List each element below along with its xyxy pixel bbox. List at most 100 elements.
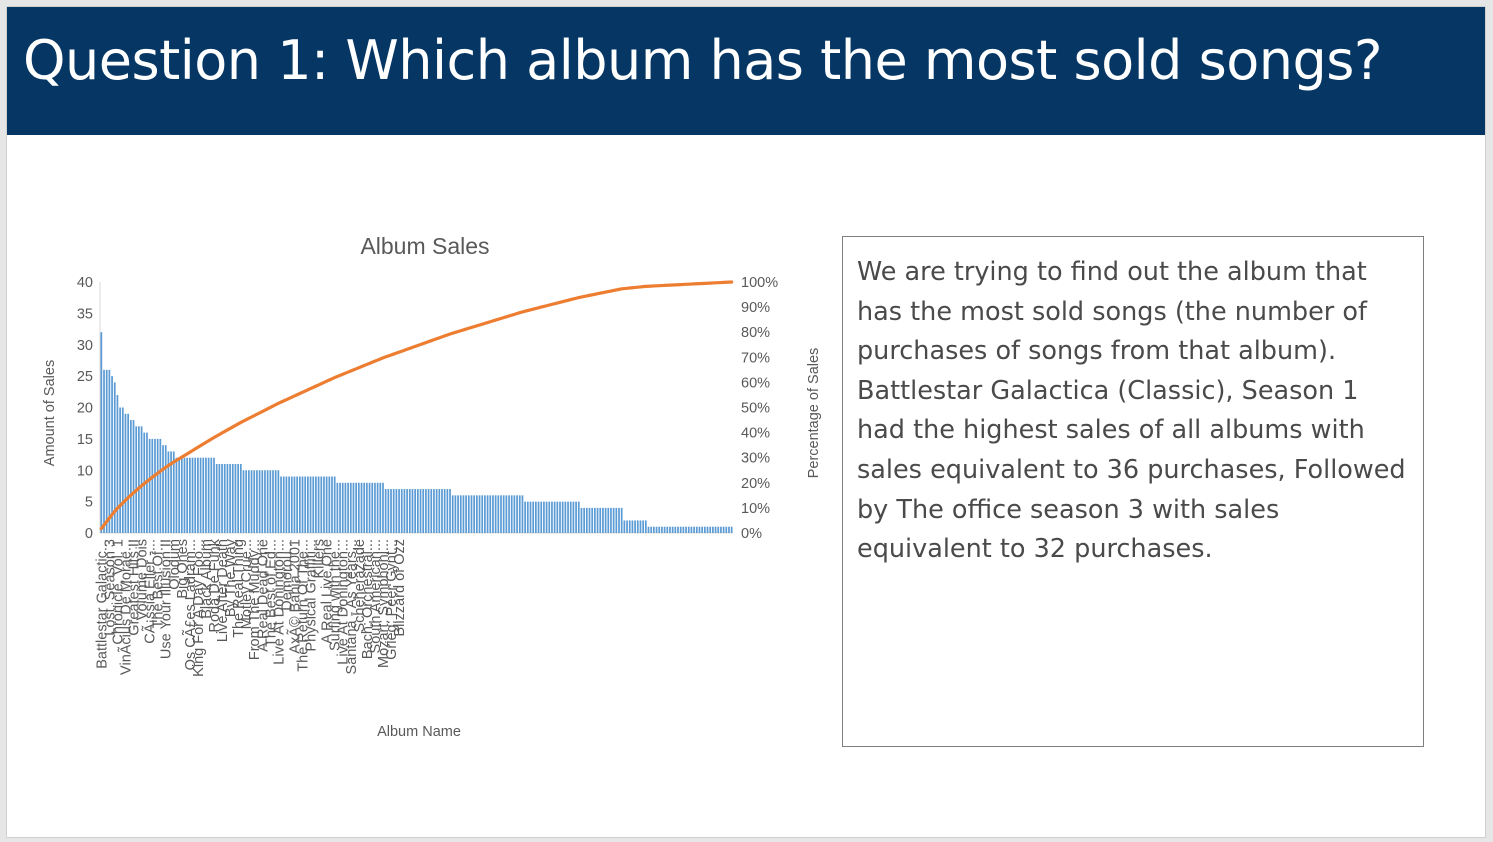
sales-bar (205, 457, 207, 533)
sales-bar (374, 482, 376, 533)
sales-bar (189, 457, 191, 533)
chart-title: Album Sales (360, 233, 489, 259)
sales-bar (366, 482, 368, 533)
sales-bar (242, 470, 245, 533)
sales-bar (467, 495, 470, 533)
sales-bar (709, 526, 712, 533)
sales-bar (728, 526, 730, 533)
sales-bar (363, 482, 366, 533)
sales-bar (416, 489, 419, 533)
sales-bar (615, 507, 618, 533)
y2-tick-label: 50% (741, 401, 770, 417)
sales-bar (604, 507, 607, 533)
x-category-label: From The Muddy... (247, 539, 263, 660)
sales-bar (524, 501, 526, 534)
sales-bar (194, 457, 197, 533)
sales-bar (274, 470, 277, 533)
sales-bar (647, 526, 650, 533)
sales-bar (591, 507, 594, 533)
x-category-label: Santana - As Years... (344, 539, 360, 674)
sales-bar (687, 526, 690, 533)
y-tick-label: 40 (77, 275, 93, 291)
sales-bar (111, 376, 113, 534)
y2-axis-title: Percentage of Sales (806, 348, 822, 479)
x-category-label: The Best of Ed... (263, 539, 279, 647)
sales-bar (151, 438, 154, 534)
x-category-label: Scheherazade (352, 539, 368, 633)
sales-bar (285, 476, 288, 533)
x-category-label: The Best Of... (151, 539, 167, 628)
sales-bar (653, 526, 655, 533)
sales-bar (580, 507, 583, 533)
sales-bar (457, 495, 459, 533)
sales-bar (612, 507, 615, 533)
sales-bar (419, 489, 422, 533)
sales-bar (207, 457, 210, 533)
sales-bar (650, 526, 653, 533)
sales-bar (682, 526, 685, 533)
x-category-label: Motley Crue... (239, 539, 255, 629)
sales-bar (387, 489, 390, 533)
y-axis-title: Amount of Sales (42, 360, 58, 466)
sales-bar (172, 451, 175, 533)
sales-bar (293, 476, 296, 533)
y2-tick-label: 0% (741, 526, 762, 542)
sales-bar (712, 526, 714, 533)
sales-bar (170, 451, 172, 533)
sales-bar (382, 482, 384, 533)
sales-bar (253, 470, 256, 533)
x-axis-labels: Battlestar Galactic...Lost, Season 3Chro… (94, 538, 408, 677)
sales-bar (379, 482, 382, 533)
sales-bar (344, 482, 347, 533)
sales-bar (390, 489, 392, 533)
cumulative-percentage-line (99, 280, 734, 531)
sales-bar (215, 463, 218, 533)
sales-bar (623, 520, 626, 533)
sales-bar (575, 501, 577, 534)
title-bar: Question 1: Which album has the most sol… (7, 7, 1485, 135)
sales-bar (644, 520, 647, 533)
sales-bar (441, 489, 443, 533)
sales-bar (296, 476, 298, 533)
sales-bar (127, 413, 130, 533)
x-category-label: Grieg: Peer Gynt... (384, 539, 400, 660)
sales-bar (714, 526, 717, 533)
sales-bar (121, 407, 124, 533)
sales-bar (376, 482, 379, 533)
sales-bar (408, 489, 411, 533)
sales-bar (290, 476, 293, 533)
sales-bar (336, 482, 339, 533)
x-category-label: Olodum (167, 539, 183, 590)
sales-bar (266, 470, 269, 533)
x-category-label: Surfing with the... (328, 539, 344, 651)
x-category-label: Mozart: Symphoni... (376, 539, 392, 668)
sales-bar (695, 526, 698, 533)
sales-bar (567, 501, 569, 534)
sales-bar (328, 476, 331, 533)
sales-bar (248, 470, 250, 533)
sales-bar (599, 507, 602, 533)
sales-bar (309, 476, 312, 533)
sales-bar (108, 369, 111, 533)
sales-bar (245, 470, 248, 533)
sales-bar (312, 476, 315, 533)
sales-bar (631, 520, 634, 533)
sales-bar (666, 526, 669, 533)
y2-tick-label: 30% (741, 451, 770, 467)
sales-bar (438, 489, 441, 533)
y-tick-label: 30 (77, 338, 93, 354)
sales-bar (674, 526, 677, 533)
sales-bar (384, 489, 387, 533)
sales-bar (218, 463, 221, 533)
sales-bar (462, 495, 465, 533)
sales-bar (360, 482, 363, 533)
x-category-label: Killers (312, 539, 328, 578)
sales-bar (556, 501, 559, 534)
sales-bar (148, 438, 151, 534)
sales-bar (202, 457, 205, 533)
sales-bar (446, 489, 449, 533)
y-tick-label: 15 (77, 432, 93, 448)
sales-bar (540, 501, 543, 534)
sales-bar (226, 463, 229, 533)
sales-bar (486, 495, 489, 533)
